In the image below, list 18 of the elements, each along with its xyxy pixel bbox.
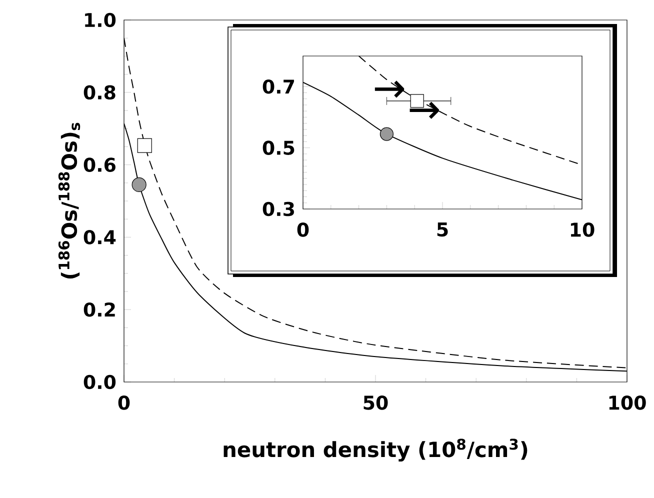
x-tick-label: 0	[297, 222, 309, 237]
y-tick-label: 0.2	[84, 302, 115, 317]
x-tick-label: 5	[437, 222, 448, 237]
y-tick-label: 0.6	[84, 158, 116, 172]
y-tick-label: 0.7	[262, 79, 294, 94]
y-tick-label: 0.4	[84, 230, 116, 244]
y-tick-label: 0.5	[262, 140, 294, 155]
x-tick-label: 0	[118, 396, 130, 410]
y-tick-label: 1.0	[85, 12, 116, 28]
y-tick-label: 0.3	[262, 202, 294, 216]
y-axis-title: ($^{186}$Os/$^{188}$Os)$_{s}$	[58, 122, 80, 278]
y-tick-label: 0.8	[84, 85, 116, 100]
x-axis-title: neutron density (10$^{8}$/cm$^{3}$)	[224, 438, 528, 462]
y-tick-label: 0.0	[84, 374, 116, 390]
x-tick-label: 100	[609, 396, 646, 410]
x-tick-label: 10	[570, 222, 594, 237]
annotation: →	[374, 80, 404, 98]
x-tick-label: 50	[364, 396, 388, 410]
